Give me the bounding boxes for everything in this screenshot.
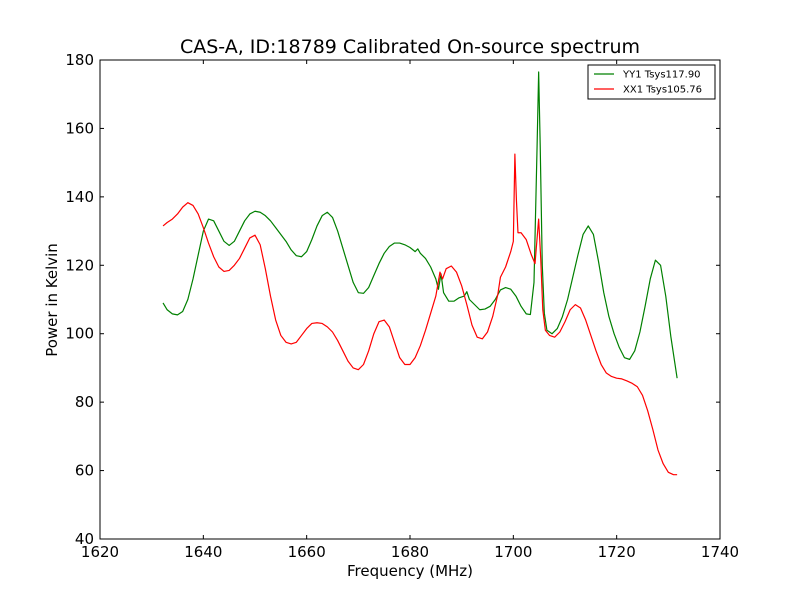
plot-frame — [99, 59, 721, 540]
x-tick-label: 1740 — [701, 543, 739, 561]
y-tick-label: 140 — [65, 188, 94, 206]
y-axis-label: Power in Kelvin — [43, 243, 61, 357]
x-tick-label: 1700 — [494, 543, 532, 561]
y-tick-label: 80 — [75, 393, 94, 411]
legend-entry-label: YY1 Tsys117.90 — [622, 70, 701, 81]
legend: YY1 Tsys117.90 XX1 Tsys105.76 — [587, 64, 716, 100]
y-tick-label: 160 — [65, 119, 94, 137]
y-tick-label: 60 — [75, 462, 94, 480]
y-tick-label: 100 — [65, 325, 94, 343]
y-axis: 40 60 80 100 120 140 160 180 — [65, 51, 720, 548]
chart-title: CAS-A, ID:18789 Calibrated On-source spe… — [180, 36, 640, 58]
x-tick-label: 1720 — [598, 543, 636, 561]
x-axis: 1620 1640 1660 1680 1700 1720 1740 — [81, 60, 739, 561]
x-tick-label: 1660 — [288, 543, 326, 561]
x-tick-label: 1620 — [81, 543, 119, 561]
y-tick-label: 40 — [75, 530, 94, 548]
series-line-xx1 — [162, 153, 678, 476]
y-tick-label: 120 — [65, 256, 94, 274]
legend-box — [587, 64, 716, 100]
x-axis-label: Frequency (MHz) — [347, 562, 473, 580]
legend-entry-label: XX1 Tsys105.76 — [623, 85, 702, 96]
y-tick-label: 180 — [65, 51, 94, 69]
x-tick-label: 1680 — [391, 543, 429, 561]
x-tick-label: 1640 — [184, 543, 222, 561]
plot-area — [162, 71, 678, 476]
series-line-yy1 — [162, 71, 678, 379]
